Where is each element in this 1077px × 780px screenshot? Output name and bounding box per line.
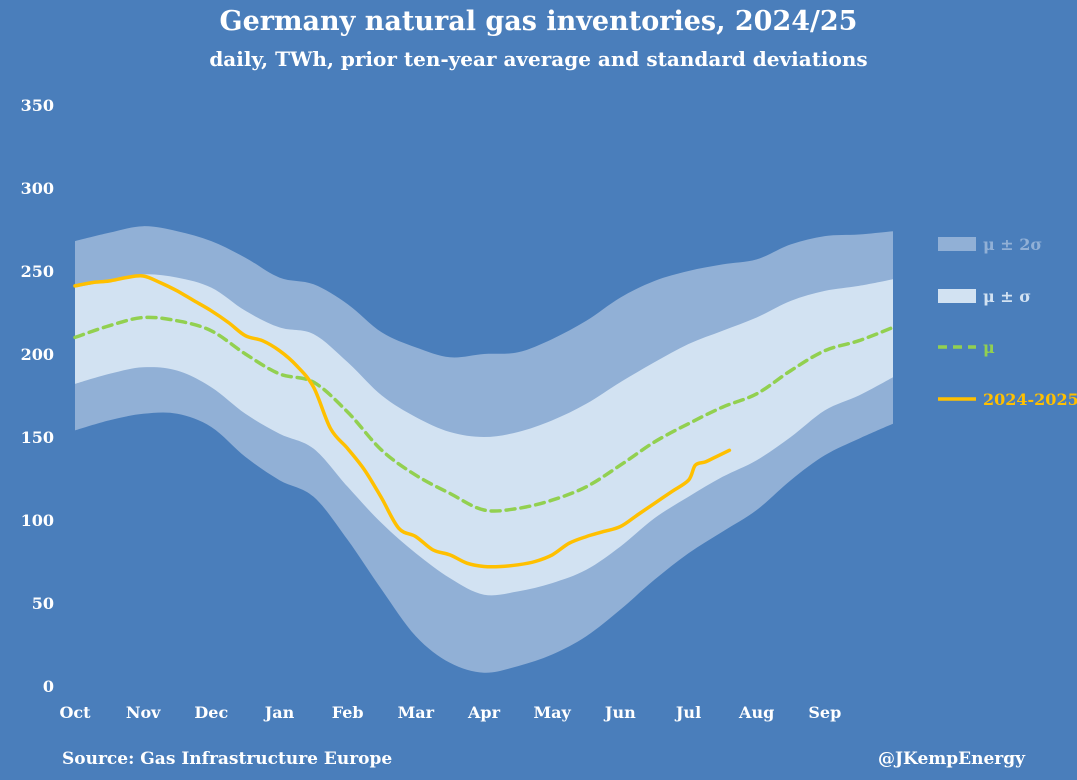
- lines-group: [73, 274, 895, 569]
- legend: μ ± 2σ μ ± σ μ 2024-2025: [938, 235, 1077, 409]
- x-tick-label: Jul: [674, 703, 701, 722]
- y-tick-label: 0: [43, 677, 54, 696]
- legend-label-band1: μ ± σ: [983, 287, 1031, 306]
- current-season-line: [73, 274, 732, 569]
- legend-label-band2: μ ± 2σ: [983, 235, 1042, 254]
- legend-label-current: 2024-2025: [983, 390, 1077, 409]
- y-tick-label: 100: [21, 511, 54, 530]
- author-credit: @JKempEnergy: [878, 749, 1025, 769]
- y-tick-label: 150: [21, 428, 54, 447]
- y-axis-ticks: 0 50 100 150 200 250 300 350: [21, 96, 54, 696]
- x-tick-label: Jun: [603, 703, 636, 722]
- x-tick-label: Jan: [263, 703, 295, 722]
- y-tick-label: 300: [21, 179, 54, 198]
- x-tick-label: Dec: [194, 703, 228, 722]
- chart-title: Germany natural gas inventories, 2024/25: [219, 6, 858, 37]
- x-tick-label: Nov: [126, 703, 161, 722]
- bands-group: [75, 226, 893, 673]
- band-1-sigma: [75, 274, 893, 596]
- x-axis-ticks: Oct Nov Dec Jan Feb Mar Apr May Jun Jul Aug Sep: [59, 703, 841, 722]
- x-tick-label: Sep: [808, 703, 841, 722]
- x-tick-label: Aug: [738, 703, 774, 722]
- chart-subtitle: daily, TWh, prior ten-year average and s…: [209, 47, 868, 71]
- source-note: Source: Gas Infrastructure Europe: [62, 749, 393, 769]
- x-tick-label: Mar: [398, 703, 435, 722]
- x-tick-label: Feb: [332, 703, 364, 722]
- legend-swatch-band2: [938, 237, 976, 251]
- y-tick-label: 250: [21, 262, 54, 281]
- y-tick-label: 200: [21, 345, 54, 364]
- x-tick-label: Apr: [467, 703, 501, 722]
- mean-line: [73, 315, 895, 513]
- x-tick-label: May: [533, 703, 571, 722]
- legend-label-mean: μ: [983, 338, 995, 357]
- y-tick-label: 350: [21, 96, 54, 115]
- x-tick-label: Oct: [59, 703, 91, 722]
- legend-swatch-band1: [938, 289, 976, 303]
- y-tick-label: 50: [32, 594, 54, 613]
